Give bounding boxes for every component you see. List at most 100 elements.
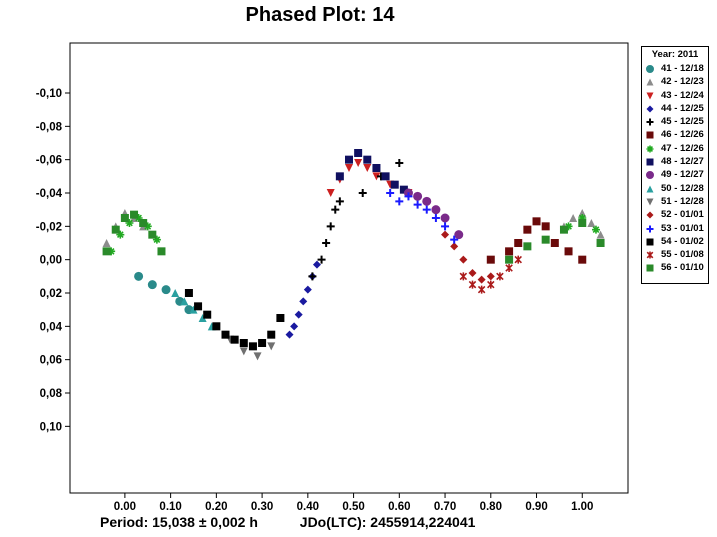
data-point <box>505 247 514 256</box>
legend-entry: 56 - 01/10 <box>642 261 708 274</box>
legend-marker <box>646 118 654 126</box>
data-point <box>399 185 408 194</box>
legend-marker-shape <box>646 92 654 100</box>
legend-entry: 42 - 12/23 <box>642 75 708 88</box>
data-point <box>267 330 276 339</box>
phased-plot: 0,00 0,10 0,20 0,30 0,40 0,50 0,60 0,70 0,80 0,90… <box>36 42 629 510</box>
data-point <box>505 255 514 264</box>
data-point <box>468 280 477 289</box>
data-point <box>596 230 605 239</box>
data-point <box>239 347 248 356</box>
data-point <box>468 269 477 277</box>
data-point <box>294 310 303 319</box>
data-point <box>161 285 171 295</box>
data-point <box>102 239 111 247</box>
data-point <box>125 219 134 227</box>
data-point <box>198 314 207 322</box>
data-point <box>143 222 152 231</box>
x-tick-label: 0,50 <box>342 501 364 510</box>
data-point <box>532 217 541 226</box>
data-point <box>312 260 321 269</box>
data-point <box>559 225 568 234</box>
data-point <box>487 280 495 289</box>
legend-marker-shape <box>646 78 654 86</box>
legend-marker-shape <box>646 185 654 193</box>
data-point <box>326 222 335 231</box>
data-point <box>486 272 495 281</box>
y-tick-label: 0,02 <box>40 288 62 300</box>
data-point <box>212 322 221 331</box>
legend-marker <box>646 251 654 259</box>
data-point <box>496 272 504 281</box>
data-point <box>116 230 125 239</box>
data-point <box>450 235 459 244</box>
y-tick-label: 0,00 <box>40 255 62 267</box>
data-point <box>404 192 413 201</box>
series-45 <box>308 159 404 281</box>
legend-label: 51 - 12/28 <box>661 195 704 207</box>
series-54 <box>184 289 285 351</box>
legend-marker <box>646 211 654 219</box>
legend-label: 49 - 12/27 <box>661 169 704 181</box>
legend-marker-shape <box>646 251 654 259</box>
series-56 <box>102 210 605 264</box>
data-point <box>578 219 587 227</box>
data-point <box>386 189 395 197</box>
data-point <box>157 247 166 256</box>
series-48 <box>335 149 408 194</box>
y-tick-label: 0,06 <box>40 355 62 367</box>
data-point <box>564 222 573 231</box>
y-tick-label: -0,08 <box>36 121 63 133</box>
data-point <box>299 297 308 306</box>
legend-entry: 43 - 12/24 <box>642 89 708 102</box>
data-point <box>395 197 404 206</box>
data-point <box>441 222 450 231</box>
data-point <box>180 297 189 306</box>
legend-entry: 51 - 12/28 <box>642 195 708 208</box>
legend-marker-shape <box>646 238 654 246</box>
series-47 <box>107 214 600 256</box>
data-point <box>422 196 432 206</box>
x-tick-label: 0,10 <box>159 501 181 510</box>
legend-marker <box>646 198 654 206</box>
series-55 <box>459 255 522 294</box>
data-point <box>422 205 431 214</box>
data-point <box>120 214 129 222</box>
series-46 <box>486 217 587 264</box>
data-point <box>477 275 486 284</box>
legend-marker <box>646 171 654 180</box>
legend-entry: 54 - 01/02 <box>642 235 708 248</box>
plot-area <box>69 42 629 494</box>
data-point <box>203 310 212 319</box>
legend-marker-shape <box>646 65 654 73</box>
data-point <box>363 155 372 164</box>
data-point <box>459 272 468 281</box>
data-point <box>505 264 513 272</box>
data-point <box>134 214 143 222</box>
legend-label: 42 - 12/23 <box>661 76 704 88</box>
legend-marker-shape <box>646 171 654 180</box>
data-point <box>514 239 523 247</box>
y-tick-label: -0,10 <box>36 88 62 100</box>
legend-marker-shape <box>646 118 654 126</box>
legend-entry: 50 - 12/28 <box>642 182 708 195</box>
legend-label: 56 - 01/10 <box>661 262 704 274</box>
legend-marker-shape <box>646 105 654 113</box>
legend-marker <box>646 225 654 233</box>
legend-marker <box>646 185 654 193</box>
data-point <box>578 214 587 222</box>
data-point <box>303 285 312 294</box>
legend-entry: 48 - 12/27 <box>642 155 708 168</box>
legend-label: 46 - 12/26 <box>661 129 704 141</box>
x-tick-label: 0,40 <box>297 501 319 510</box>
data-point <box>322 239 331 247</box>
data-point <box>486 255 495 264</box>
data-point <box>550 239 559 247</box>
data-point <box>354 149 363 157</box>
data-point <box>148 230 157 239</box>
data-point <box>335 197 344 206</box>
data-point <box>358 189 367 197</box>
data-point <box>363 164 372 172</box>
legend-marker-shape <box>646 198 654 206</box>
data-point <box>523 225 532 234</box>
